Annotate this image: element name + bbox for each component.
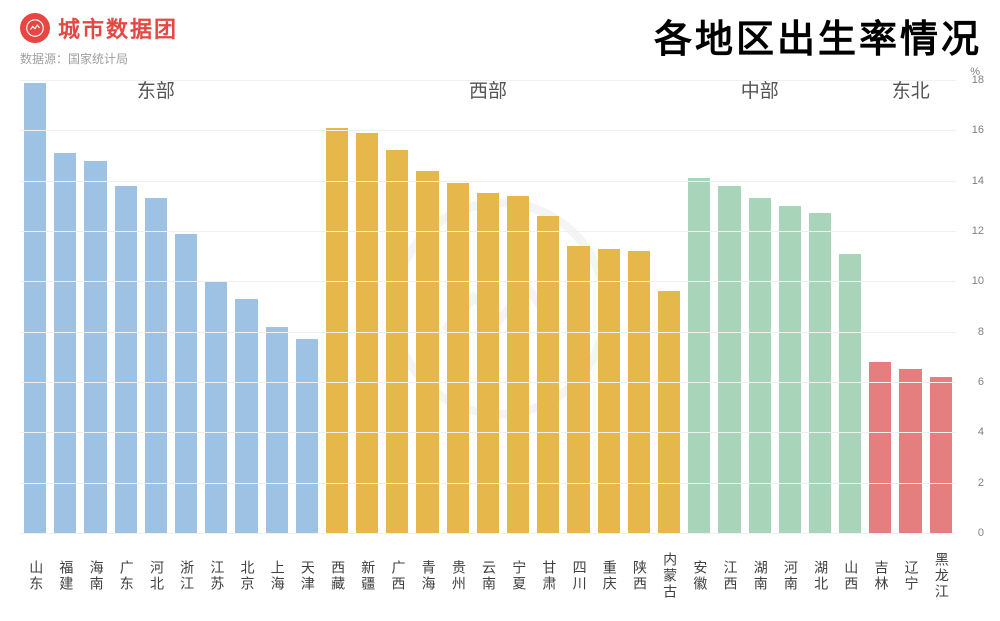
group-label: 东北 bbox=[892, 76, 930, 103]
x-tick-label: 云南 bbox=[477, 537, 499, 615]
brand-name: 城市数据团 bbox=[58, 12, 178, 44]
x-tick-label: 福建 bbox=[54, 537, 76, 615]
x-tick-label: 上海 bbox=[266, 537, 288, 615]
grid-line bbox=[20, 281, 956, 282]
x-tick-label: 湖北 bbox=[809, 537, 831, 615]
grid-line bbox=[20, 432, 956, 433]
brand-logo-icon bbox=[20, 13, 50, 43]
bar bbox=[447, 183, 469, 533]
bar bbox=[899, 369, 921, 533]
x-tick-label: 江西 bbox=[718, 537, 740, 615]
bar bbox=[718, 186, 740, 533]
y-tick-label: 6 bbox=[978, 376, 984, 388]
bar bbox=[779, 206, 801, 533]
y-tick-label: 8 bbox=[978, 326, 984, 338]
bar bbox=[235, 299, 257, 533]
x-tick-label: 甘肃 bbox=[537, 537, 559, 615]
y-tick-label: 16 bbox=[972, 124, 984, 136]
y-tick-label: 10 bbox=[972, 275, 984, 287]
x-tick-label: 河南 bbox=[779, 537, 801, 615]
bar bbox=[54, 153, 76, 533]
grid-line bbox=[20, 130, 956, 131]
bar bbox=[24, 83, 46, 533]
bar bbox=[809, 213, 831, 533]
group-label: 西部 bbox=[469, 76, 507, 103]
chart-title: 各地区出生率情况 bbox=[654, 8, 982, 63]
x-tick-label: 黑龙江 bbox=[930, 537, 952, 615]
x-tick-label: 天津 bbox=[296, 537, 318, 615]
bar bbox=[658, 291, 680, 533]
chart-canvas: 城市数据团 数据源：国家统计局 各地区出生率情况 % 0246810121416… bbox=[0, 0, 1000, 621]
x-tick-label: 山西 bbox=[839, 537, 861, 615]
y-tick-label: 0 bbox=[978, 527, 984, 539]
y-tick-label: 2 bbox=[978, 477, 984, 489]
x-tick-label: 西藏 bbox=[326, 537, 348, 615]
x-tick-label: 江苏 bbox=[205, 537, 227, 615]
bar bbox=[356, 133, 378, 533]
bar bbox=[205, 281, 227, 533]
bar bbox=[869, 362, 891, 533]
bar bbox=[416, 171, 438, 533]
bar bbox=[537, 216, 559, 533]
x-tick-label: 湖南 bbox=[749, 537, 771, 615]
bar bbox=[266, 327, 288, 533]
grid-line bbox=[20, 382, 956, 383]
y-tick-label: 4 bbox=[978, 426, 984, 438]
bar bbox=[115, 186, 137, 533]
x-tick-label: 浙江 bbox=[175, 537, 197, 615]
grid-line bbox=[20, 332, 956, 333]
bar bbox=[628, 251, 650, 533]
bar bbox=[567, 246, 589, 533]
bar bbox=[598, 249, 620, 533]
x-tick-label: 陕西 bbox=[628, 537, 650, 615]
x-tick-label: 北京 bbox=[235, 537, 257, 615]
bar bbox=[326, 128, 348, 533]
x-tick-label: 安徽 bbox=[688, 537, 710, 615]
x-tick-label: 广西 bbox=[386, 537, 408, 615]
x-axis-labels: 山东福建海南广东河北浙江江苏北京上海天津西藏新疆广西青海贵州云南宁夏甘肃四川重庆… bbox=[20, 537, 956, 615]
y-tick-label: 12 bbox=[972, 225, 984, 237]
group-label: 中部 bbox=[741, 76, 779, 103]
x-tick-label: 河北 bbox=[145, 537, 167, 615]
grid-line bbox=[20, 231, 956, 232]
y-tick-label: 14 bbox=[972, 175, 984, 187]
x-tick-label: 青海 bbox=[416, 537, 438, 615]
x-tick-label: 吉林 bbox=[869, 537, 891, 615]
x-tick-label: 四川 bbox=[567, 537, 589, 615]
bar bbox=[386, 150, 408, 533]
chart-plot-area: % 024681012141618东部西部中部东北 bbox=[20, 80, 956, 533]
y-tick-label: 18 bbox=[972, 74, 984, 86]
grid-line bbox=[20, 533, 956, 534]
x-tick-label: 宁夏 bbox=[507, 537, 529, 615]
bars-container bbox=[20, 80, 956, 533]
x-tick-label: 贵州 bbox=[447, 537, 469, 615]
x-tick-label: 新疆 bbox=[356, 537, 378, 615]
x-tick-label: 内蒙古 bbox=[658, 537, 680, 615]
bar bbox=[839, 254, 861, 533]
bar bbox=[84, 161, 106, 533]
x-tick-label: 山东 bbox=[24, 537, 46, 615]
x-tick-label: 辽宁 bbox=[899, 537, 921, 615]
x-tick-label: 广东 bbox=[115, 537, 137, 615]
group-label: 东部 bbox=[137, 76, 175, 103]
bar bbox=[930, 377, 952, 533]
x-tick-label: 重庆 bbox=[598, 537, 620, 615]
grid-line bbox=[20, 483, 956, 484]
x-tick-label: 海南 bbox=[84, 537, 106, 615]
bar bbox=[296, 339, 318, 533]
bar bbox=[175, 234, 197, 533]
grid-line bbox=[20, 181, 956, 182]
